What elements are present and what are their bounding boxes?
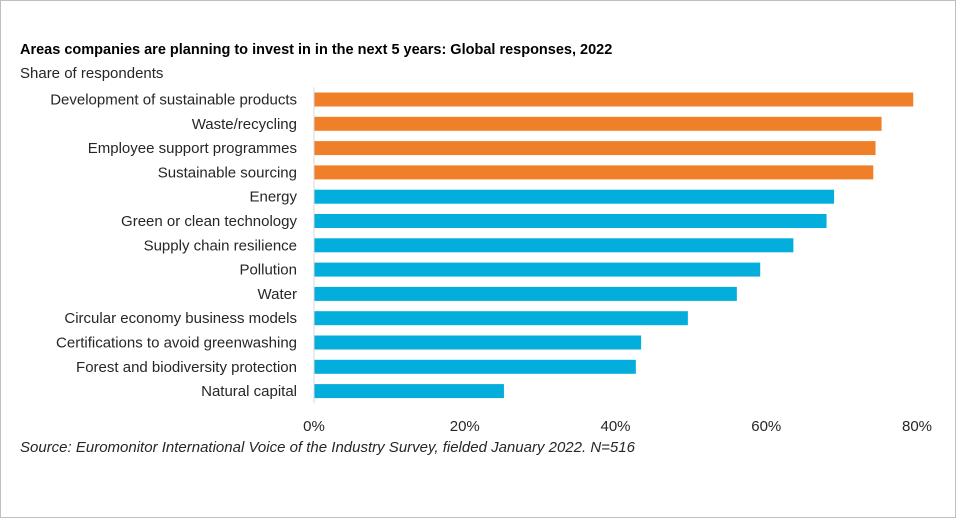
category-label-7: Pollution <box>239 262 297 279</box>
category-label-8: Water <box>258 286 297 303</box>
bar-11 <box>314 359 636 374</box>
bars-group <box>314 92 914 399</box>
x-axis-tick-labels: 0% 20% 40% 60% 80% <box>303 418 932 435</box>
bar-4 <box>314 189 835 204</box>
bar-3 <box>314 165 874 180</box>
category-labels: Development of sustainable products Waste… <box>50 92 297 401</box>
category-label-6: Supply chain resilience <box>144 237 297 254</box>
bar-12 <box>314 384 504 399</box>
x-tick-label-1: 20% <box>450 418 480 435</box>
bar-8 <box>314 286 737 301</box>
chart-title: Areas companies are planning to invest i… <box>20 42 613 58</box>
x-tick-label-4: 80% <box>902 418 932 435</box>
bar-6 <box>314 238 794 253</box>
x-tick-label-2: 40% <box>600 418 630 435</box>
category-label-5: Green or clean technology <box>121 213 297 230</box>
category-label-11: Forest and biodiversity protection <box>76 359 297 376</box>
bar-7 <box>314 262 761 277</box>
x-tick-label-3: 60% <box>751 418 781 435</box>
category-label-12: Natural capital <box>201 383 297 400</box>
category-label-0: Development of sustainable products <box>50 92 297 109</box>
x-tick-label-0: 0% <box>303 418 325 435</box>
bar-5 <box>314 214 827 228</box>
bar-2 <box>314 141 876 156</box>
bar-0 <box>314 92 914 107</box>
source-note: Source: Euromonitor International Voice … <box>20 439 635 456</box>
bar-9 <box>314 311 688 326</box>
category-label-4: Energy <box>249 189 297 206</box>
category-label-2: Employee support programmes <box>88 140 297 157</box>
category-label-1: Waste/recycling <box>192 116 297 133</box>
category-label-3: Sustainable sourcing <box>158 164 297 181</box>
bar-1 <box>314 116 882 131</box>
bar-10 <box>314 335 642 350</box>
category-label-10: Certifications to avoid greenwashing <box>56 335 297 352</box>
category-label-9: Circular economy business models <box>64 310 297 327</box>
chart-subtitle: Share of respondents <box>20 65 164 82</box>
